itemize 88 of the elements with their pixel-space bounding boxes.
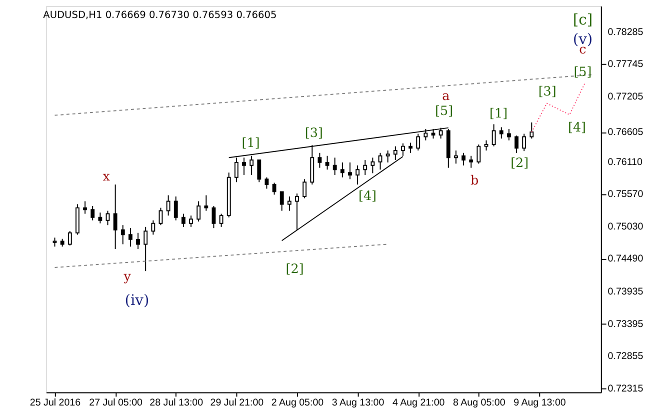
candlestick xyxy=(151,220,156,236)
candlestick xyxy=(280,191,284,212)
candlestick xyxy=(416,133,420,151)
candlestick xyxy=(287,196,292,212)
candlestick xyxy=(174,196,178,221)
y-tick-label: 0.72315 xyxy=(608,383,644,394)
y-tick-label: 0.77745 xyxy=(608,59,644,70)
candlestick xyxy=(189,215,193,228)
candlestick xyxy=(302,178,307,199)
candlestick xyxy=(219,213,224,228)
candlestick xyxy=(522,133,526,152)
candlestick xyxy=(514,135,518,154)
candlestick xyxy=(506,128,511,141)
candlestick xyxy=(530,122,534,140)
annotation: y xyxy=(122,270,132,285)
annotation: a xyxy=(442,89,450,104)
candlestick xyxy=(90,206,95,221)
annotation: x xyxy=(102,170,111,185)
y-tick-label: 0.76110 xyxy=(608,156,644,168)
candlestick xyxy=(332,157,337,176)
candlestick xyxy=(499,126,504,140)
candlestick xyxy=(128,228,132,248)
y-tick-label: 0.76605 xyxy=(608,127,644,138)
y-tick-label: 0.72855 xyxy=(608,351,644,362)
candlestick xyxy=(348,162,352,180)
candlestick xyxy=(113,184,118,250)
x-tick-label: 8 Aug 05:00 xyxy=(453,397,506,408)
x-tick-label: 25 Jul 2016 xyxy=(30,397,82,408)
y-tick-label: 0.75030 xyxy=(608,221,644,232)
candlestick xyxy=(144,226,148,272)
chart-title: AUDUSD,H1 0.76669 0.76730 0.76593 0.76605 xyxy=(43,10,277,21)
candlestick xyxy=(378,152,382,170)
annotation: [5] xyxy=(435,104,454,119)
candlestick xyxy=(212,206,216,229)
candlestick xyxy=(204,194,208,212)
y-tick-label: 0.78285 xyxy=(608,26,644,38)
x-tick-label: 3 Aug 13:00 xyxy=(332,397,385,408)
candlestick xyxy=(98,212,102,224)
y-tick-label: 0.74490 xyxy=(608,253,644,264)
candlestick xyxy=(257,160,262,183)
candlestick xyxy=(196,200,201,222)
candlestick xyxy=(325,155,330,170)
y-tick-label: 0.73935 xyxy=(608,286,644,298)
candlestick xyxy=(408,142,413,154)
candlestick xyxy=(386,150,390,163)
candlestick xyxy=(264,176,269,190)
x-tick-label: 2 Aug 05:00 xyxy=(271,397,324,408)
annotation: [2] xyxy=(510,156,529,172)
candlestick xyxy=(484,140,488,151)
candlestick xyxy=(370,157,375,174)
candlestick xyxy=(295,192,299,230)
candlestick xyxy=(136,232,140,250)
annotation: [2] xyxy=(286,262,304,277)
candlestick xyxy=(106,210,110,226)
annotation: b xyxy=(470,174,479,189)
candlestick xyxy=(492,124,496,147)
candlestick xyxy=(356,164,360,186)
x-tick-label: 29 Jul 21:00 xyxy=(210,397,264,408)
candlestick xyxy=(318,152,322,168)
annotation: [c] xyxy=(572,12,593,29)
annotation: [1] xyxy=(490,106,508,122)
candlestick xyxy=(272,182,276,196)
candlestick xyxy=(340,162,344,178)
annotation: [4] xyxy=(568,120,586,136)
candlestick xyxy=(476,144,481,164)
annotation: [3] xyxy=(304,126,323,142)
x-tick-label: 27 Jul 05:00 xyxy=(89,397,144,408)
annotation: [3] xyxy=(538,84,556,100)
annotation: [1] xyxy=(242,136,260,151)
candlestick xyxy=(181,213,186,228)
y-tick-label: 0.73395 xyxy=(608,318,644,330)
x-tick-label: 9 Aug 13:00 xyxy=(514,397,566,408)
x-tick-label: 28 Jul 13:00 xyxy=(150,397,204,408)
candlestick xyxy=(120,224,125,245)
x-tick-label: 4 Aug 21:00 xyxy=(392,397,446,408)
candlestick xyxy=(462,152,466,166)
candlestick xyxy=(454,150,458,164)
candlestick xyxy=(83,200,87,214)
y-tick-label: 0.75570 xyxy=(608,189,644,200)
candlestick xyxy=(68,230,72,246)
candlestick xyxy=(469,155,474,168)
candlestick xyxy=(166,194,170,216)
candlestick xyxy=(363,160,368,176)
annotation: [4] xyxy=(358,189,377,204)
candlestick xyxy=(158,207,163,226)
annotation: [5] xyxy=(574,64,592,80)
y-tick-label: 0.77205 xyxy=(608,91,644,102)
annotation: (iv) xyxy=(124,292,150,309)
